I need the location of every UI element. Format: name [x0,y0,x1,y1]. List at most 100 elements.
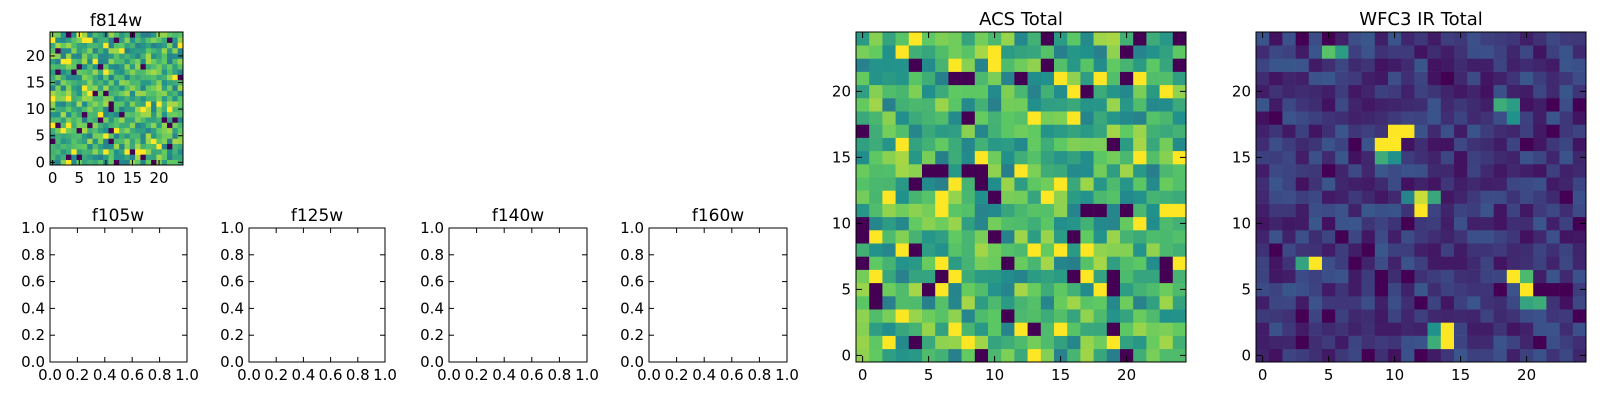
heatmap-cell [1014,164,1028,178]
heatmap-cell [1546,32,1560,46]
heatmap-cell [1322,309,1336,323]
heatmap-cell [87,149,93,155]
heatmap-cell [1401,203,1415,218]
heatmap-cell [1361,282,1376,297]
heatmap-cell [1335,309,1349,323]
heatmap-cell [988,32,1002,46]
heatmap-cell [1001,58,1015,72]
heatmap-cell [856,45,870,59]
heatmap-cell [1572,177,1587,191]
heatmap-cell [60,138,67,145]
heatmap-cell [1533,111,1547,125]
heatmap-cell [156,47,163,54]
heatmap-cell [1388,243,1402,257]
heatmap-cell [1454,309,1468,323]
heatmap-cell [97,90,104,97]
heatmap-cell [1106,71,1121,86]
heatmap-cell [1520,137,1534,152]
heatmap-cell [1414,177,1428,191]
heatmap-cell [1467,111,1481,125]
heatmap-cell [1295,243,1310,257]
heatmap-cell [119,74,125,81]
heatmap-cell [156,138,163,145]
heatmap-cell [1133,243,1147,257]
heatmap-cell [1269,256,1283,270]
heatmap-cell [1361,256,1376,270]
y-tick-label: 0.0 [420,353,444,371]
heatmap-cell [869,190,883,204]
heatmap-cell [882,150,896,165]
heatmap-cell [60,90,67,97]
heatmap-cell [1348,164,1362,178]
heatmap-cell [167,53,173,59]
heatmap-cell [172,149,178,155]
heatmap-cell [974,309,989,323]
heatmap-cell [1493,177,1508,191]
heatmap-cell [1414,111,1428,125]
heatmap-cell [172,122,178,129]
heatmap-cell [81,149,88,155]
heatmap-cell [87,127,93,134]
heatmap-cell [1361,348,1376,363]
heatmap-cell [1559,256,1574,270]
heatmap-cell [1256,309,1270,323]
y-tick-label: 15 [1232,148,1251,166]
heatmap-cell [1256,269,1270,284]
heatmap-cell [129,127,136,134]
heatmap-cell [119,47,125,54]
heatmap-cell [1533,177,1547,191]
heatmap-cell [1054,230,1068,244]
heatmap-cell [1335,137,1349,152]
heatmap-cell [1520,348,1534,363]
heatmap-cell [50,74,56,81]
heatmap-cell [1454,32,1468,46]
heatmap-cell [156,74,163,81]
heatmap-cell [92,79,99,86]
heatmap-cell [1427,335,1442,350]
heatmap-cell [882,322,896,336]
heatmap-cell [882,256,896,270]
heatmap-cell [151,101,157,107]
heatmap-cell [1414,137,1428,152]
heatmap-cell [1322,322,1336,336]
heatmap-cell [1133,32,1147,46]
heatmap-cell [172,74,178,81]
heatmap-cell [1040,322,1055,336]
heatmap-cell [1146,309,1160,323]
heatmap-cell [97,69,104,75]
heatmap-cell [948,124,962,138]
heatmap-cell [124,32,131,38]
heatmap-cell [1027,256,1042,270]
heatmap-cell [1080,124,1094,138]
heatmap-cell [129,143,136,150]
heatmap-cell [1256,256,1270,270]
heatmap-cell [1159,335,1174,350]
heatmap-cell [948,84,962,99]
heatmap-cell [50,149,56,155]
heatmap-cell [1335,111,1349,125]
heatmap-cell [81,90,88,97]
heatmap-cell [856,177,870,191]
heatmap-cell [935,84,949,99]
heatmap-cell [55,85,61,91]
heatmap-cell [135,95,141,102]
heatmap-cell [1348,45,1362,59]
heatmap-cell [1014,230,1028,244]
heatmap-cell [908,309,923,323]
heatmap-cell [1520,98,1534,112]
heatmap-cell [140,74,147,81]
y-tick-label: 0.8 [220,246,244,264]
heatmap-cell [1374,124,1389,138]
heatmap-cell [1572,203,1587,218]
heatmap-cell [1533,335,1547,350]
heatmap-cell [119,111,125,118]
heatmap-cell [1308,137,1323,152]
heatmap-cell [65,58,72,65]
heatmap-cell [882,124,896,138]
heatmap-cell [1388,335,1402,350]
heatmap-cell [124,37,131,43]
heatmap-cell [882,282,896,297]
heatmap-cell [1401,243,1415,257]
heatmap-cell [1454,137,1468,152]
heatmap-cell [1440,216,1455,231]
